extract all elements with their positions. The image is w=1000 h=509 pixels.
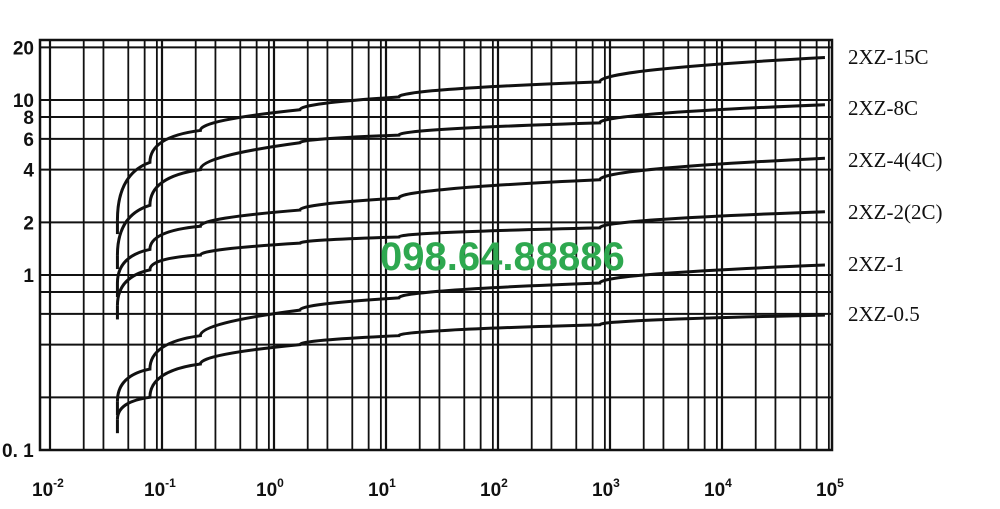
series-label: 2XZ-4(4C) bbox=[848, 148, 942, 172]
series-curve bbox=[115, 210, 825, 306]
x-tick-label: 104 bbox=[704, 476, 732, 501]
series-labels: 2XZ-15C 2XZ-8C 2XZ-4(4C) 2XZ-2(2C) 2XZ-1 2XZ-… bbox=[848, 45, 942, 326]
series-curve bbox=[115, 263, 825, 402]
x-tick-label: 105 bbox=[816, 476, 844, 501]
series-curve bbox=[115, 55, 826, 221]
x-tick-label: 103 bbox=[592, 476, 620, 501]
y-tick-label: 6 bbox=[23, 130, 34, 151]
y-tick-label: 0. 1 bbox=[2, 441, 34, 462]
series-label: 2XZ-2(2C) bbox=[848, 200, 942, 224]
y-tick-label: 4 bbox=[23, 161, 34, 182]
y-tick-label: 10 bbox=[13, 91, 34, 112]
series-curve bbox=[115, 313, 825, 420]
y-tick-label: 1 bbox=[23, 266, 34, 287]
y-tick-label: 20 bbox=[13, 38, 34, 59]
x-tick-label: 102 bbox=[480, 476, 508, 501]
series-label: 2XZ-8C bbox=[848, 96, 918, 120]
x-tick-label: 10-2 bbox=[32, 476, 64, 501]
x-tick-label: 101 bbox=[368, 476, 396, 501]
plot-frame bbox=[38, 38, 834, 452]
series-label: 2XZ-1 bbox=[848, 252, 904, 276]
x-axis-ticks: 10-2 10-1 100 101 102 103 104 105 bbox=[32, 476, 844, 501]
series-label: 2XZ-0.5 bbox=[848, 302, 920, 326]
series-label: 2XZ-15C bbox=[848, 45, 929, 69]
series-curve bbox=[115, 156, 826, 284]
watermark: 098.64.88886 bbox=[380, 235, 625, 279]
x-tick-label: 100 bbox=[256, 476, 284, 501]
y-tick-label: 8 bbox=[23, 108, 34, 129]
curves bbox=[115, 55, 826, 434]
y-tick-label: 2 bbox=[23, 213, 34, 234]
x-tick-label: 10-1 bbox=[144, 476, 176, 501]
series-curve bbox=[115, 103, 825, 256]
